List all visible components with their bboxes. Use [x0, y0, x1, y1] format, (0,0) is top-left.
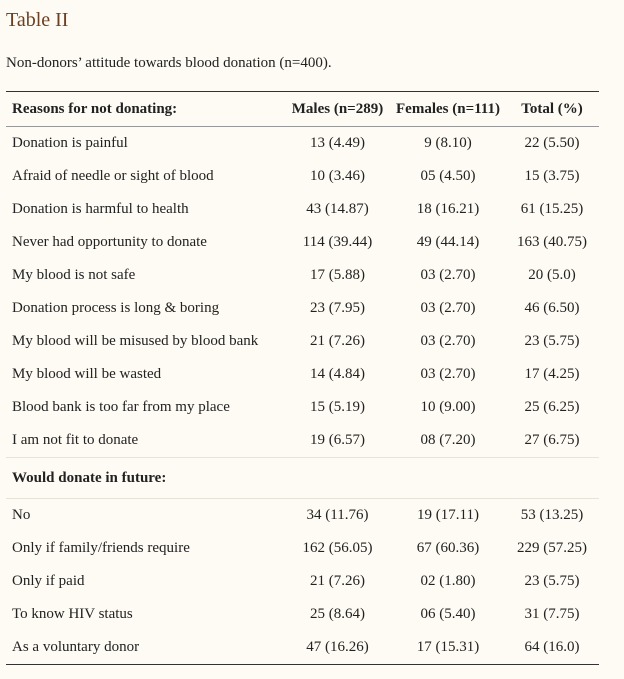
table-row: No 34 (11.76) 19 (17.11) 53 (13.25): [6, 499, 599, 533]
cell-males: 21 (7.26): [310, 333, 365, 349]
cell-males: 10 (3.46): [310, 168, 365, 184]
cell-males: 17 (5.88): [310, 267, 365, 283]
cell-reason: Only if family/friends require: [12, 540, 190, 556]
cell-total: 31 (7.75): [524, 606, 580, 622]
cell-total: 27 (6.75): [524, 432, 580, 448]
cell-reason: My blood is not safe: [12, 267, 136, 283]
table-row: As a voluntary donor 47 (16.26) 17 (15.31)…: [6, 631, 599, 665]
cell-females: 18 (16.21): [416, 201, 480, 217]
cell-females: 19 (17.11): [417, 507, 479, 523]
section-heading-future: Would donate in future:: [6, 457, 599, 499]
cell-males: 15 (5.19): [310, 399, 365, 415]
cell-males: 21 (7.26): [310, 573, 365, 589]
table-row: My blood is not safe 17 (5.88) 03 (2.70) 20…: [6, 259, 599, 292]
table-row: Only if paid 21 (7.26) 02 (1.80) 23 (5.75): [6, 565, 599, 598]
cell-females: 05 (4.50): [420, 168, 476, 184]
header-females: Females (n=111): [396, 100, 500, 117]
header-males: Males (n=289): [291, 100, 384, 117]
header-total: Total (%): [521, 100, 583, 117]
cell-reason: No: [12, 507, 31, 523]
table-row: Donation process is long & boring 23 (7.9…: [6, 292, 599, 325]
cell-males: 19 (6.57): [310, 432, 365, 448]
header-reasons: Reasons for not donating:: [12, 100, 178, 117]
cell-total: 17 (4.25): [524, 366, 580, 382]
cell-reason: My blood will be wasted: [12, 366, 162, 382]
table-body: Donation is painful 13 (4.49) 9 (8.10) 22 (…: [6, 127, 599, 665]
cell-males: 162 (56.05): [302, 540, 373, 556]
cell-total: 61 (15.25): [520, 201, 584, 217]
cell-females: 03 (2.70): [420, 333, 476, 349]
cell-reason: To know HIV status: [12, 606, 133, 622]
table-row: I am not fit to donate 19 (6.57) 08 (7.20)…: [6, 424, 599, 458]
cell-females: 03 (2.70): [420, 267, 476, 283]
table-row: Donation is painful 13 (4.49) 9 (8.10) 22 (…: [6, 127, 599, 161]
cell-reason: Blood bank is too far from my place: [12, 399, 230, 415]
cell-reason: Donation process is long & boring: [12, 300, 220, 316]
cell-reason: I am not fit to donate: [12, 432, 139, 448]
cell-reason: Donation is harmful to health: [12, 201, 189, 217]
data-table: Reasons for not donating: Males (n=289) …: [6, 91, 599, 665]
cell-total: 46 (6.50): [524, 300, 580, 316]
cell-males: 43 (14.87): [306, 201, 369, 217]
cell-males: 13 (4.49): [310, 135, 365, 151]
cell-females: 02 (1.80): [420, 573, 476, 589]
table-caption: Non-donors’ attitude towards blood donat…: [6, 55, 332, 71]
cell-females: 06 (5.40): [420, 606, 476, 622]
cell-females: 08 (7.20): [420, 432, 476, 448]
cell-females: 49 (44.14): [416, 234, 480, 250]
cell-reason: My blood will be misused by blood bank: [12, 333, 259, 349]
cell-reason: Only if paid: [12, 573, 85, 589]
table-row: Blood bank is too far from my place 15 (5…: [6, 391, 599, 424]
cell-males: 25 (8.64): [310, 606, 365, 622]
section-row: Would donate in future:: [6, 457, 599, 499]
cell-reason: Donation is painful: [12, 135, 128, 151]
cell-males: 34 (11.76): [306, 507, 369, 523]
table-row: Never had opportunity to donate 114 (39.4…: [6, 226, 599, 259]
table-row: Afraid of needle or sight of blood 10 (3.…: [6, 160, 599, 193]
cell-total: 23 (5.75): [524, 573, 580, 589]
cell-total: 25 (6.25): [524, 399, 580, 415]
cell-females: 9 (8.10): [424, 135, 472, 151]
cell-females: 17 (15.31): [416, 639, 480, 655]
cell-males: 23 (7.95): [310, 300, 365, 316]
cell-total: 53 (13.25): [520, 507, 584, 523]
cell-total: 22 (5.50): [524, 135, 580, 151]
table-row: To know HIV status 25 (8.64) 06 (5.40) 31 (…: [6, 598, 599, 631]
cell-total: 20 (5.0): [528, 267, 576, 283]
table-row: My blood will be misused by blood bank 21…: [6, 325, 599, 358]
cell-males: 114 (39.44): [302, 234, 373, 250]
table-title: Table II: [6, 9, 69, 31]
cell-reason: Never had opportunity to donate: [12, 234, 207, 250]
cell-reason: As a voluntary donor: [12, 639, 140, 655]
table-row: Donation is harmful to health 43 (14.87) 1…: [6, 193, 599, 226]
cell-females: 03 (2.70): [420, 300, 476, 316]
cell-females: 03 (2.70): [420, 366, 476, 382]
table-row: Only if family/friends require 162 (56.05…: [6, 532, 599, 565]
cell-total: 64 (16.0): [524, 639, 580, 655]
cell-females: 67 (60.36): [416, 540, 480, 556]
cell-reason: Afraid of needle or sight of blood: [12, 168, 214, 184]
cell-females: 10 (9.00): [420, 399, 476, 415]
cell-males: 47 (16.26): [306, 639, 369, 655]
cell-total: 229 (57.25): [517, 540, 587, 556]
cell-total: 163 (40.75): [517, 234, 587, 250]
cell-males: 14 (4.84): [310, 366, 365, 382]
header-row: Reasons for not donating: Males (n=289) …: [6, 91, 599, 127]
cell-total: 23 (5.75): [524, 333, 580, 349]
cell-total: 15 (3.75): [524, 168, 580, 184]
table-row: My blood will be wasted 14 (4.84) 03 (2.70…: [6, 358, 599, 391]
